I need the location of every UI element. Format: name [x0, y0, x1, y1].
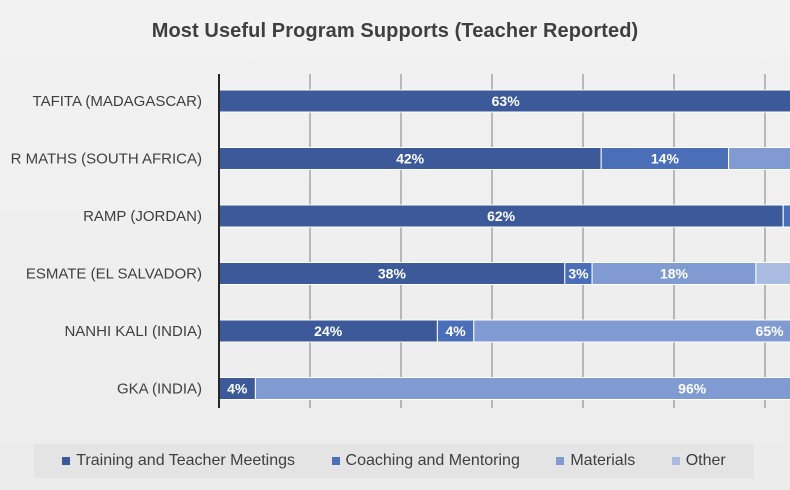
data-label: 3%: [568, 266, 589, 282]
chart-title: Most Useful Program Supports (Teacher Re…: [151, 20, 639, 42]
legend-label: Other: [685, 452, 726, 469]
category-label: NANHI KALI (INDIA): [64, 323, 202, 340]
category-label: ESMATE (EL SALVADOR): [26, 266, 202, 283]
data-label: 4%: [445, 323, 466, 339]
legend-item: Coaching and Mentoring: [331, 452, 520, 470]
data-label: 38%: [378, 266, 407, 282]
legend-label: Materials: [570, 452, 636, 469]
bar-segment: [755, 262, 790, 285]
data-label: 18%: [660, 266, 689, 282]
bar-segment: [473, 319, 790, 343]
data-label: 24%: [314, 323, 343, 339]
legend-swatch: [62, 457, 71, 465]
legend-item: Training and Teacher Meetings: [62, 452, 295, 470]
data-label: 4%: [227, 381, 248, 397]
legend-swatch: [671, 457, 680, 465]
data-label: 42%: [396, 151, 425, 167]
data-label: 62%: [487, 208, 516, 224]
legend-swatch: [556, 457, 565, 465]
bar-segment: [254, 377, 790, 400]
bar-segment: [728, 147, 790, 170]
category-label: R MATHS (SOUTH AFRICA): [11, 151, 202, 168]
category-label: GKA (INDIA): [117, 381, 202, 398]
legend-item: Other: [671, 452, 726, 470]
data-label: 65%: [756, 323, 785, 339]
category-label: RAMP (JORDAN): [83, 208, 202, 225]
bar-segment: [782, 204, 790, 228]
data-label: 96%: [678, 381, 707, 397]
data-label: 63%: [492, 93, 521, 109]
legend-swatch: [331, 457, 340, 465]
category-label: TAFITA (MADAGASCAR): [33, 93, 202, 110]
legend-item: Materials: [556, 452, 635, 470]
legend-label: Training and Teacher Meetings: [76, 452, 296, 469]
chart-legend: Training and Teacher Meetings Coaching an…: [34, 444, 754, 478]
data-label: 14%: [651, 151, 680, 167]
legend-label: Coaching and Mentoring: [345, 452, 520, 469]
